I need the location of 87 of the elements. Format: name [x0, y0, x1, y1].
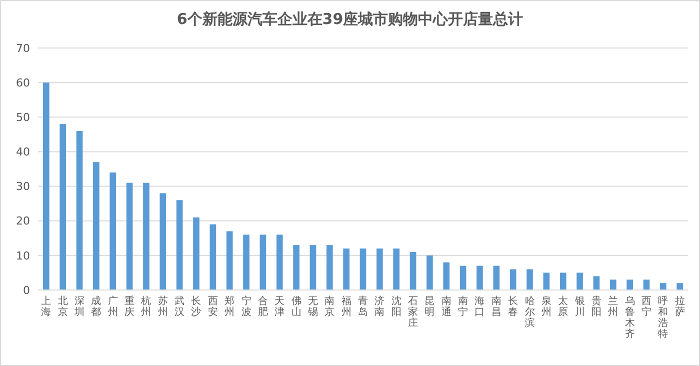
x-tick-label: 泉州	[541, 295, 552, 318]
bar	[143, 182, 150, 290]
y-tick-label: 20	[16, 214, 30, 228]
bar	[643, 280, 650, 290]
x-tick-label: 南昌	[491, 295, 502, 318]
bar	[110, 172, 116, 290]
x-tick-label: 佛山	[291, 296, 302, 318]
x-tick-label: 无锡	[306, 296, 318, 318]
x-tick-label: 太原	[558, 295, 568, 318]
y-tick-label: 40	[16, 146, 30, 159]
x-tick-label: 南宁	[458, 295, 468, 318]
y-tick-label: 50	[16, 110, 30, 124]
bar	[93, 162, 100, 290]
y-tick-label: 60	[16, 76, 30, 90]
x-tick-label: 长沙	[191, 295, 202, 318]
x-tick-label: 青岛	[358, 295, 368, 318]
x-tick-label: 海口	[474, 295, 485, 318]
x-tick-label: 沈阳	[391, 295, 402, 318]
x-tick-label: 昆明	[424, 296, 435, 318]
chart-title: 6个新能源汽车企业在39座城市购物中心开店量总计	[176, 10, 524, 28]
bar	[176, 200, 183, 290]
x-tick-label: 郑州	[224, 295, 235, 318]
x-tick-label: 重庆	[124, 295, 135, 318]
x-tick-label: 南京	[324, 295, 335, 318]
x-tick-label: 乌鲁木齐	[624, 295, 635, 340]
bar	[376, 248, 383, 290]
x-tick-label: 石家庄	[408, 296, 418, 329]
bar	[610, 280, 616, 290]
bar	[443, 262, 450, 290]
bar	[326, 245, 333, 290]
x-tick-label: 北京	[58, 295, 68, 318]
x-tick-label: 济南	[374, 295, 385, 318]
bar	[243, 234, 250, 290]
bar	[526, 269, 533, 290]
bar	[193, 217, 200, 290]
bar	[410, 252, 416, 290]
bar	[60, 124, 66, 290]
bar	[160, 193, 166, 290]
x-tick-label: 银川	[574, 296, 585, 318]
y-tick-label: 30	[16, 180, 30, 194]
bar	[560, 272, 566, 290]
x-tick-label: 广州	[108, 295, 118, 318]
x-tick-label: 拉萨	[674, 295, 685, 318]
x-tick-label: 苏州	[158, 295, 168, 318]
bar	[43, 82, 50, 290]
bar	[126, 182, 133, 290]
x-tick-label: 哈尔滨	[524, 295, 535, 329]
bar	[226, 231, 233, 290]
bar	[276, 234, 283, 290]
bar	[660, 283, 666, 290]
bar	[510, 269, 516, 290]
x-tick-label: 合肥	[258, 295, 268, 318]
x-tick-label: 兰州	[608, 295, 618, 318]
bar	[260, 234, 266, 290]
x-tick-label: 南通	[441, 295, 452, 318]
bar	[543, 272, 550, 290]
bar	[393, 248, 400, 290]
x-tick-label: 上海	[41, 295, 52, 318]
x-tick-label: 成都	[91, 295, 102, 318]
x-tick-label: 福州	[341, 295, 352, 318]
bar	[360, 248, 366, 290]
y-tick-label: 10	[16, 249, 30, 262]
bar	[426, 255, 433, 290]
x-tick-label: 贵阳	[591, 295, 602, 318]
x-tick-label: 深圳	[74, 295, 85, 318]
bar	[293, 245, 300, 290]
x-tick-label: 长春	[508, 295, 518, 318]
x-tick-label: 西安	[208, 296, 218, 318]
bar	[576, 272, 583, 290]
x-tick-label: 西宁	[641, 296, 652, 318]
x-tick-label: 杭州	[140, 295, 152, 318]
y-tick-label: 70	[16, 42, 30, 55]
bar	[310, 245, 316, 290]
bar	[343, 248, 350, 290]
bar	[476, 266, 483, 290]
x-tick-label: 呼和浩特	[658, 295, 668, 340]
x-tick-label: 天津	[274, 296, 285, 318]
bar	[460, 266, 466, 290]
bar	[76, 130, 83, 290]
bar	[210, 224, 216, 290]
y-tick-label: 0	[23, 284, 30, 297]
bar	[626, 280, 633, 290]
bar	[676, 283, 683, 290]
x-tick-label: 武汉	[174, 295, 185, 318]
x-tick-label: 宁波	[241, 295, 252, 318]
bar	[493, 266, 500, 290]
bar	[593, 276, 600, 290]
